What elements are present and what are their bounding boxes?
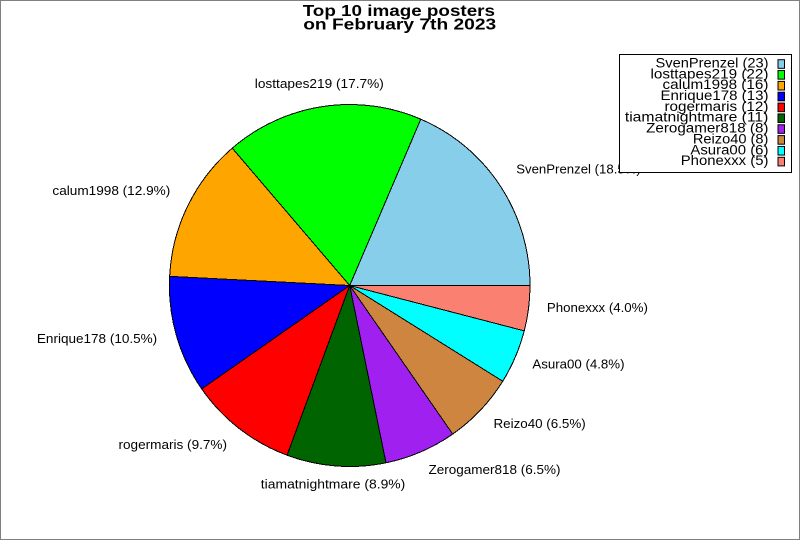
svg-text:Asura00 (6): Asura00 (6) — [690, 143, 768, 158]
svg-text:losttapes219 (17.7%): losttapes219 (17.7%) — [255, 77, 384, 91]
svg-text:Asura00 (4.8%): Asura00 (4.8%) — [532, 357, 624, 372]
svg-text:tiamatnightmare (11): tiamatnightmare (11) — [625, 111, 769, 126]
svg-text:Phonexxx (5): Phonexxx (5) — [681, 154, 769, 169]
svg-text:SvenPrenzel (23): SvenPrenzel (23) — [656, 55, 769, 70]
svg-text:tiamatnightmare (8.9%): tiamatnightmare (8.9%) — [261, 477, 405, 491]
svg-text:Enrique178 (10.5%): Enrique178 (10.5%) — [37, 331, 157, 345]
svg-text:calum1998 (12.9%): calum1998 (12.9%) — [52, 184, 170, 198]
svg-text:losttapes219 (22): losttapes219 (22) — [651, 67, 769, 82]
svg-text:calum1998 (16): calum1998 (16) — [663, 78, 769, 93]
svg-text:SvenPrenzel (18.5%): SvenPrenzel (18.5%) — [516, 162, 641, 177]
svg-text:Phonexxx (4.0%): Phonexxx (4.0%) — [547, 300, 648, 315]
svg-text:Reizo40 (6.5%): Reizo40 (6.5%) — [494, 416, 586, 430]
svg-text:Zerogamer818 (8): Zerogamer818 (8) — [646, 121, 768, 136]
svg-text:Enrique178 (13): Enrique178 (13) — [660, 89, 768, 104]
svg-text:Top 10 image posters: Top 10 image posters — [303, 1, 495, 19]
svg-text:on February 7th 2023: on February 7th 2023 — [303, 15, 496, 33]
svg-text:Reizo40 (8): Reizo40 (8) — [693, 131, 769, 146]
svg-text:Zerogamer818 (6.5%): Zerogamer818 (6.5%) — [429, 462, 561, 476]
svg-text:rogermaris (12): rogermaris (12) — [664, 100, 768, 115]
svg-text:rogermaris (9.7%): rogermaris (9.7%) — [119, 438, 227, 452]
